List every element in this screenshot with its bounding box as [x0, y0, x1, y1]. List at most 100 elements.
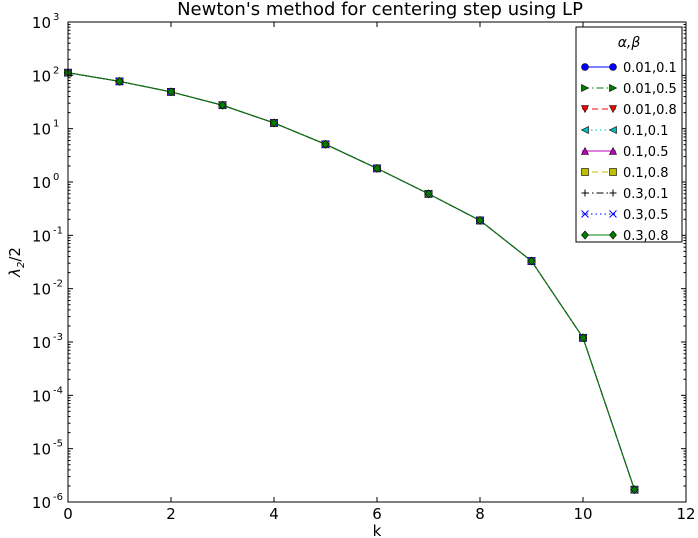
- x-tick-label: 8: [475, 505, 485, 523]
- data-point: [115, 76, 124, 86]
- y-tick-label: 10 -5: [32, 439, 63, 459]
- series-markers-5: [64, 68, 639, 494]
- legend-label-2: 0.01,0.8: [623, 103, 677, 118]
- series-line-7: [67, 72, 635, 490]
- y-label-symbol: λ: [6, 268, 24, 278]
- series-line-6: [67, 72, 635, 490]
- y-tick-label: 10 3: [32, 12, 59, 32]
- legend-marker-3: [580, 126, 589, 134]
- y-tick-label: 10 1: [32, 119, 59, 139]
- chart-title: Newton's method for centering step using…: [177, 0, 583, 20]
- legend-marker-7: [609, 210, 617, 218]
- x-tick-label: 2: [166, 505, 176, 523]
- series-markers-4: [64, 68, 639, 494]
- y-tick-base: 10: [32, 174, 51, 192]
- y-tick-label: 10 -2: [32, 279, 63, 299]
- y-tick-exponent: -2: [53, 279, 63, 290]
- y-tick-base: 10: [32, 67, 51, 85]
- series-markers-8: [64, 68, 639, 495]
- legend-marker-5: [581, 168, 589, 176]
- y-tick-base: 10: [32, 494, 51, 512]
- legend-label-7: 0.3,0.5: [623, 208, 668, 223]
- series-line-8: [67, 72, 635, 490]
- y-tick-base: 10: [32, 334, 51, 352]
- data-point: [270, 118, 278, 128]
- legend-marker-1: [609, 84, 618, 92]
- y-tick-label: 10 2: [32, 65, 59, 85]
- legend: α,β 0.01,0.1 0.01,0.5 0.01,0.8 0.1,0.1 0.1,0.…: [575, 26, 683, 244]
- y-tick-exponent: 3: [53, 12, 59, 23]
- legend-marker-8: [609, 230, 617, 240]
- legend-marker-0: [609, 63, 617, 71]
- data-point: [321, 139, 330, 149]
- legend-marker-3: [608, 126, 617, 134]
- legend-marker-7: [581, 210, 589, 218]
- y-tick-label: 10 -6: [32, 492, 63, 512]
- y-tick-base: 10: [32, 387, 51, 405]
- legend-marker-4: [609, 146, 617, 155]
- series-line-5: [67, 72, 635, 490]
- legend-marker-6: [581, 189, 589, 197]
- y-tick-label: 10 -1: [32, 225, 63, 245]
- y-label-denominator: /2: [6, 247, 24, 262]
- y-tick-exponent: -5: [53, 439, 63, 450]
- series-markers-0: [64, 68, 639, 494]
- legend-label-3: 0.1,0.1: [623, 124, 668, 139]
- y-tick-exponent: 2: [53, 65, 59, 76]
- x-tick-label: 4: [269, 505, 279, 523]
- legend-marker-6: [609, 189, 617, 197]
- y-tick-label: 10 0: [32, 172, 59, 192]
- legend-marker-0: [581, 63, 589, 71]
- x-tick-label: 10: [573, 505, 592, 523]
- y-tick-base: 10: [32, 441, 51, 459]
- series-markers-7: [64, 68, 639, 494]
- x-tick-label: 6: [372, 505, 382, 523]
- x-tick-label: 12: [676, 505, 695, 523]
- series-markers-6: [64, 69, 638, 494]
- legend-label-5: 0.1,0.8: [623, 166, 668, 181]
- y-tick-exponent: -1: [53, 225, 63, 236]
- data-point: [218, 100, 227, 110]
- series-markers-3: [63, 68, 639, 494]
- series-line-4: [67, 72, 635, 490]
- y-tick-base: 10: [32, 121, 51, 139]
- legend-label-4: 0.1,0.5: [623, 145, 668, 160]
- legend-marker-8: [581, 230, 589, 240]
- legend-label-1: 0.01,0.5: [623, 82, 677, 97]
- y-tick-label: 10 -4: [32, 385, 63, 405]
- legend-marker-5: [609, 168, 617, 176]
- y-tick-exponent: -3: [53, 332, 63, 343]
- x-tick-label: 0: [63, 505, 73, 523]
- y-tick-base: 10: [32, 227, 51, 245]
- legend-marker-2: [581, 105, 589, 114]
- data-point: [630, 485, 639, 495]
- y-tick-exponent: -6: [53, 492, 63, 503]
- y-tick-exponent: -4: [53, 385, 63, 396]
- y-tick-label: 10 -3: [32, 332, 63, 352]
- legend-marker-2: [609, 105, 617, 114]
- y-label-subscript: 2: [16, 262, 27, 268]
- y-tick-base: 10: [32, 281, 51, 299]
- data-point: [167, 87, 175, 97]
- data-point: [424, 189, 433, 199]
- legend-marker-4: [581, 146, 589, 155]
- series-line-2: [67, 72, 635, 490]
- y-axis-label: λ2/2: [6, 247, 27, 278]
- legend-label-0: 0.01,0.1: [623, 61, 677, 76]
- y-tick-base: 10: [32, 14, 51, 32]
- data-point: [527, 256, 536, 266]
- data-point: [373, 163, 381, 173]
- legend-marker-1: [581, 84, 590, 92]
- series-line-1: [67, 72, 635, 490]
- data-point: [476, 216, 484, 225]
- marker-layer: [63, 68, 639, 495]
- series-markers-2: [64, 68, 639, 494]
- legend-title: α,β: [618, 35, 641, 51]
- series-layer: [67, 72, 635, 490]
- x-axis: 0 2 4 6 8 10 12: [63, 22, 696, 523]
- series-markers-1: [64, 68, 639, 494]
- legend-label-6: 0.3,0.1: [623, 187, 668, 202]
- series-line-3: [67, 72, 635, 490]
